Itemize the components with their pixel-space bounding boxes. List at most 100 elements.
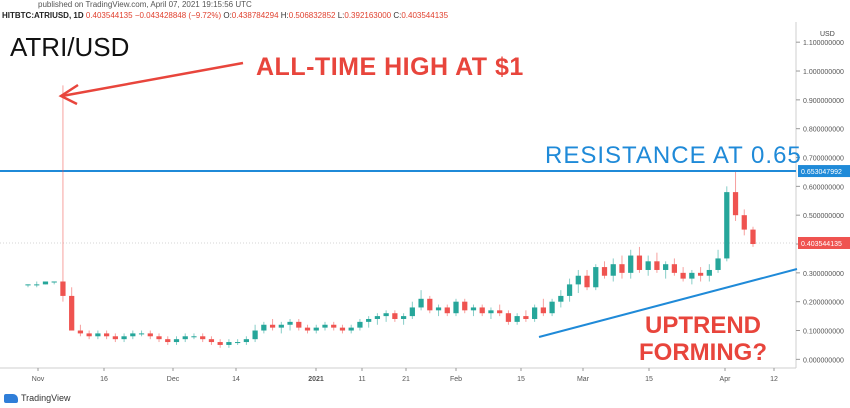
candle-body [287,321,293,325]
close-value: 0.403544135 [401,11,449,20]
candle-body [252,330,258,340]
candle-body [610,264,616,276]
published-note: published on TradingView.com, April 07, … [38,0,252,9]
x-tick-label: Nov [32,376,45,383]
candle-body [540,307,546,314]
candle-body [400,316,407,319]
ath-arrow-head [58,83,79,106]
candle-body [418,298,424,308]
y-tick-label: 1.100000000 [803,40,844,47]
tradingview-logo-icon [4,393,18,403]
candle-body [25,284,31,286]
x-tick-label: 15 [517,376,525,383]
candle-body [51,281,57,283]
y-tick-label: 0.800000000 [803,127,844,134]
x-tick-label: 14 [232,376,240,383]
ath-arrow-line [61,61,244,98]
candle-body [523,316,529,319]
candle-body [69,295,75,331]
uptrend-annotation: UPTREND FORMING? [639,312,767,366]
candle-body [348,327,354,331]
uptrend-line2: FORMING? [639,339,767,366]
currency-unit-label: USD [820,31,835,38]
candle-body [103,333,110,337]
uptrend-line1: UPTREND [644,312,761,339]
uptrend-line [538,268,798,338]
high-value: 0.506832852 [288,11,336,20]
candle-body [462,301,468,311]
candle-body [208,339,215,343]
candle-body [374,316,381,319]
candle-body [226,342,232,345]
candle-body [619,264,625,273]
candle-body [435,307,442,311]
candle-body [121,336,127,340]
open-label: O: [223,11,232,20]
symbol-ohlc-line: HITBTC:ATRIUSD, 1D 0.403544135 −0.043428… [2,11,448,20]
y-tick-label: 0.100000000 [803,329,844,336]
y-tick-label: 0.500000000 [803,213,844,220]
candle-body [575,275,581,285]
candle-body [296,321,302,328]
tradingview-footer[interactable]: TradingView [4,393,71,403]
x-tick-label: Apr [720,376,732,383]
low-label: L: [337,11,345,20]
candle-body [331,324,337,328]
x-tick-label: Mar [577,376,590,383]
candle-body [34,284,40,286]
candle-body [313,327,319,331]
symbol-name: HITBTC:ATRIUSD, 1D [2,11,84,20]
candle-body [392,313,398,319]
candle-body [549,301,555,314]
x-tick-label: 21 [402,376,410,383]
high-label: H: [280,11,289,20]
candle-body [715,258,721,270]
candle-body [383,313,389,317]
x-tick-label: Feb [450,376,462,383]
resistance-price-text: 0.653047992 [801,169,842,176]
candle-body [200,336,206,340]
candle-body [532,307,538,319]
candle-body [156,336,162,340]
candle-body [663,264,669,270]
x-tick-label: 12 [770,376,778,383]
candle-body [601,267,608,276]
last-price-readout: 0.403544135 [85,11,133,20]
tradingview-brand: TradingView [21,393,71,403]
candle-body [339,327,346,331]
low-value: 0.392163000 [344,11,392,20]
x-tick-label: 11 [358,376,365,383]
candle-body [732,192,739,216]
candle-body [505,313,512,322]
y-tick-label: 0.000000000 [803,357,844,364]
candle-body [558,295,564,302]
y-tick-label: 0.200000000 [803,300,844,307]
candle-body [191,336,197,338]
candle-body [427,298,433,311]
candle-body [645,261,651,270]
resistance-annotation: RESISTANCE AT 0.65 [545,142,802,169]
candle-body [497,310,503,314]
candle-body [77,330,84,334]
candle-body [366,318,372,322]
candle-body [444,307,450,314]
candle-body [165,339,171,343]
y-tick-label: 0.900000000 [803,98,844,105]
change-readout: −0.043428848 (−9.72%) [134,11,222,20]
candle-body [706,269,712,276]
y-tick-label: 0.700000000 [803,156,844,163]
candle-body [488,310,494,314]
candle-body [636,255,643,270]
x-tick-label: 15 [645,376,653,383]
candle-body [95,333,101,337]
candle-body [741,215,747,230]
candle-body [42,281,49,285]
candle-body [217,342,223,345]
candle-body [409,307,415,317]
candle-body [138,333,145,335]
candle-body [689,272,695,279]
candle-body [724,192,730,259]
candle-body [182,336,188,340]
x-tick-label: 2021 [308,376,324,383]
